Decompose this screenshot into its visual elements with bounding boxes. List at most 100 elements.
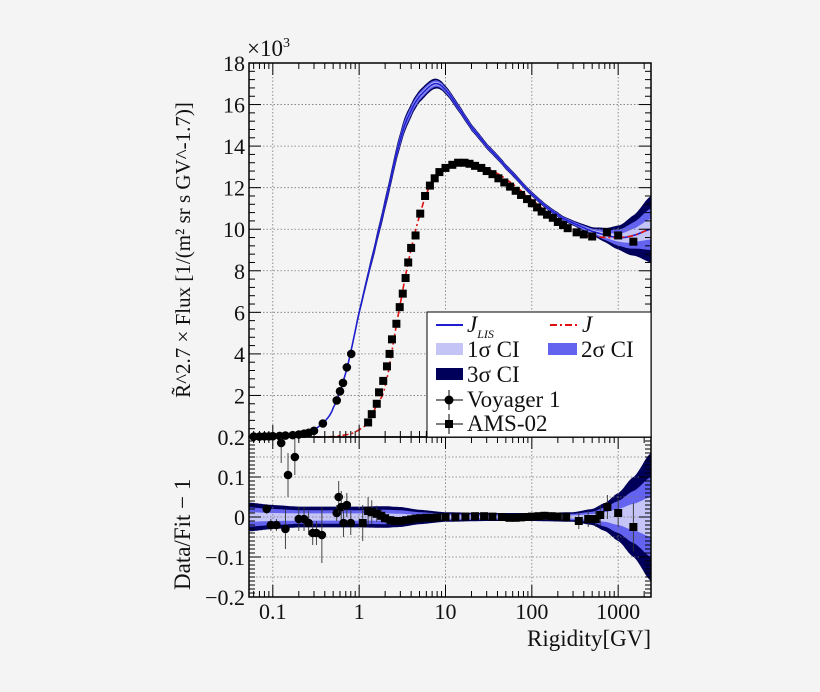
legend-ci2-swatch [548,343,577,355]
voyager-residual-point [290,452,300,462]
voyager-point [309,426,319,436]
x-tick-label: 1000 [596,599,640,624]
legend-ci3-swatch [436,368,463,380]
ams-point [537,207,546,216]
ams-point [382,362,391,371]
x-axis-title: Rigidity[GV] [527,626,651,651]
ams-point [401,274,410,283]
voyager-point [338,378,348,388]
ams-point [392,319,401,328]
ams-point [471,161,480,170]
ams-point [454,158,463,167]
voyager-residual-point [283,470,293,480]
ams-point [364,418,373,427]
ams-point [379,376,388,385]
voyager-point [318,419,328,428]
y-tick-label: 8 [234,259,245,284]
y-tick-label: 2 [234,383,245,408]
voyager-point [332,396,342,405]
ams-point [588,232,597,241]
ams-point [579,230,588,239]
y-tick-label: 10 [223,217,245,242]
ams-residual-point [584,515,593,523]
y-tick-label: 12 [223,176,245,201]
voyager-residual-point [281,524,290,534]
ams-residual-point [505,513,514,522]
ams-residual-point [603,503,612,511]
ams-residual-point [451,513,460,521]
legend-ams-label: AMS-02 [467,411,548,436]
voyager-residual-point [346,518,356,528]
ams-residual-point [523,513,532,521]
ams-point [404,258,413,267]
x-tick-label: 0.1 [259,599,287,624]
ams-point [543,210,552,219]
ams-point [482,167,491,176]
ams-point [375,388,384,397]
ams-residual-point [381,514,390,523]
ams-residual-point [386,516,395,525]
legend: JLIS J 1σ CI 2σ CI 3σ CI Voyager 1 AMS-0… [426,311,652,438]
ams-point [367,410,376,419]
ams-residual-point [407,515,416,524]
ams-residual-point [396,517,405,525]
legend-ci2-label: 2σ CI [581,337,634,362]
ams-residual-point [416,514,425,523]
ams-point [372,399,381,408]
ams-residual-point [422,513,431,522]
axes: 2 4 6 8 10 12 14 16 18 0.2 0.1 0 −0.1 −0.2 0.1 1 10 100 10… [205,51,652,624]
ams-point [614,231,623,240]
legend-box [426,311,652,438]
ams-point [421,191,430,200]
ams-point [395,303,404,312]
ams-point [441,163,450,172]
legend-ci1-swatch [436,343,463,355]
ams-point [407,243,416,252]
ams-point [387,335,396,344]
legend-voyager-marker [436,390,463,410]
ams-point [629,237,638,246]
ams-point [500,178,509,187]
ams-residual-point [591,515,600,523]
ams-residual-point [367,508,376,517]
ams-point [511,186,520,195]
ams-point [553,217,562,226]
legend-voyager-label: Voyager 1 [467,387,560,412]
ams-point [430,174,439,183]
ams-point [523,195,532,204]
y-tick-label: 0 [234,505,245,530]
ams-point [494,174,503,183]
top-y-axis-title: R̃^2.7 × Flux [1/(m² sr s GV^-1.7)] [171,102,195,398]
y-tick-label: 6 [234,300,245,325]
legend-jlis-label: JLIS [467,312,494,341]
ams-point [465,159,474,168]
voyager-residual-point [262,504,272,514]
data-points [249,158,638,563]
legend-j-label: J [582,312,594,337]
ams-point [602,228,611,237]
ams-point [411,231,420,240]
ams-residual-point [511,513,520,522]
voyager-point [342,363,352,372]
ams-point [425,181,434,190]
ams-residual-point [441,513,450,521]
ams-point [416,209,425,218]
x-tick-label: 10 [434,599,456,624]
voyager-residual-point [317,530,327,540]
ams-residual-point [562,513,571,521]
ams-residual-point [402,516,411,525]
voyager-residual-point [342,500,352,510]
legend-ams-marker [436,414,463,434]
ams-residual-point [411,514,420,523]
ams-point [385,349,394,358]
voyager-residual-point [339,518,348,528]
y-tick-label: 16 [223,93,245,118]
y-tick-label: 14 [223,134,245,159]
ams-residual-point [461,512,470,521]
y-tick-label: −0.1 [205,545,245,570]
ams-point [398,289,407,298]
y-tick-label: 0.2 [218,425,246,450]
y-tick-label: 0.1 [218,465,246,490]
ams-point [448,160,457,169]
voyager-residual-point [304,518,313,528]
